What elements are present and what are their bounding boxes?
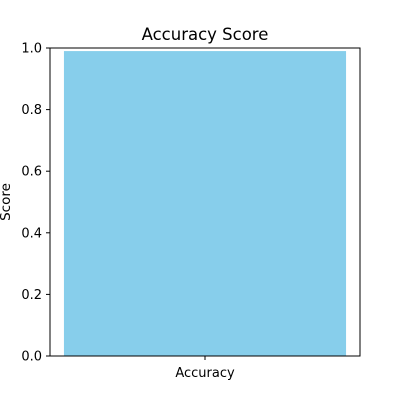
- y-tick-label: 0.8: [21, 103, 42, 118]
- chart-title: Accuracy Score: [142, 25, 269, 44]
- y-axis-label: Score: [0, 183, 14, 221]
- y-tick-label: 0.0: [21, 350, 42, 365]
- bar-accuracy: [63, 51, 347, 357]
- y-tick-label: 0.6: [21, 165, 42, 180]
- y-axis-ticks: 0.0 0.2 0.4 0.6 0.8 1.0: [21, 42, 50, 365]
- bars-group: [63, 51, 347, 357]
- plot-frame: [49, 47, 361, 357]
- y-tick-label: 0.4: [21, 226, 42, 241]
- x-axis-ticks: Accuracy: [175, 356, 235, 381]
- y-tick-label: 0.2: [21, 288, 42, 303]
- x-tick-label: Accuracy: [175, 366, 235, 381]
- y-tick-label: 1.0: [21, 42, 42, 57]
